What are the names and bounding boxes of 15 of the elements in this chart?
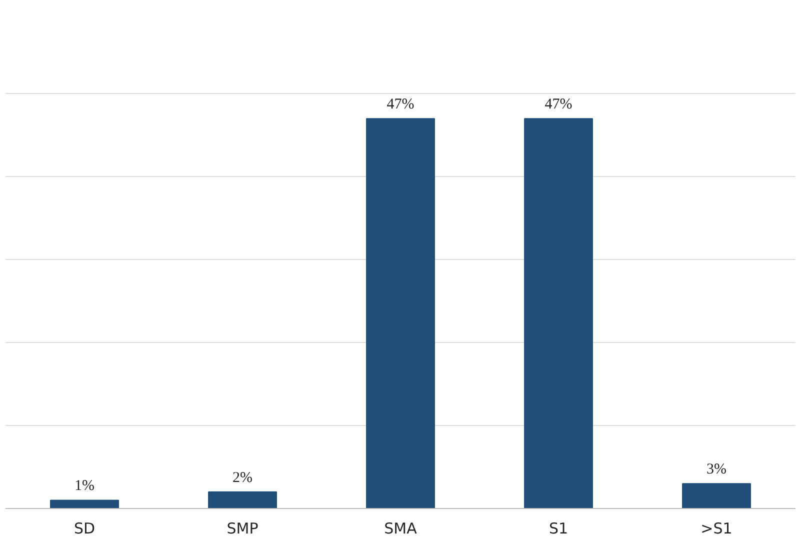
bar — [524, 118, 593, 508]
x-tick-label: SMA — [384, 520, 418, 538]
bar — [682, 483, 751, 508]
data-label: 3% — [706, 462, 726, 478]
bar — [50, 500, 119, 508]
data-label: 1% — [74, 478, 94, 494]
x-tick-label: SD — [74, 520, 96, 538]
x-tick-label: SMP — [226, 520, 258, 538]
data-label: 2% — [232, 470, 252, 486]
data-label: 47% — [386, 96, 414, 113]
bar — [366, 118, 435, 508]
x-tick-label: S1 — [548, 520, 568, 538]
data-label: 47% — [544, 96, 572, 113]
x-tick-label: >S1 — [700, 520, 732, 538]
bar — [208, 491, 277, 508]
